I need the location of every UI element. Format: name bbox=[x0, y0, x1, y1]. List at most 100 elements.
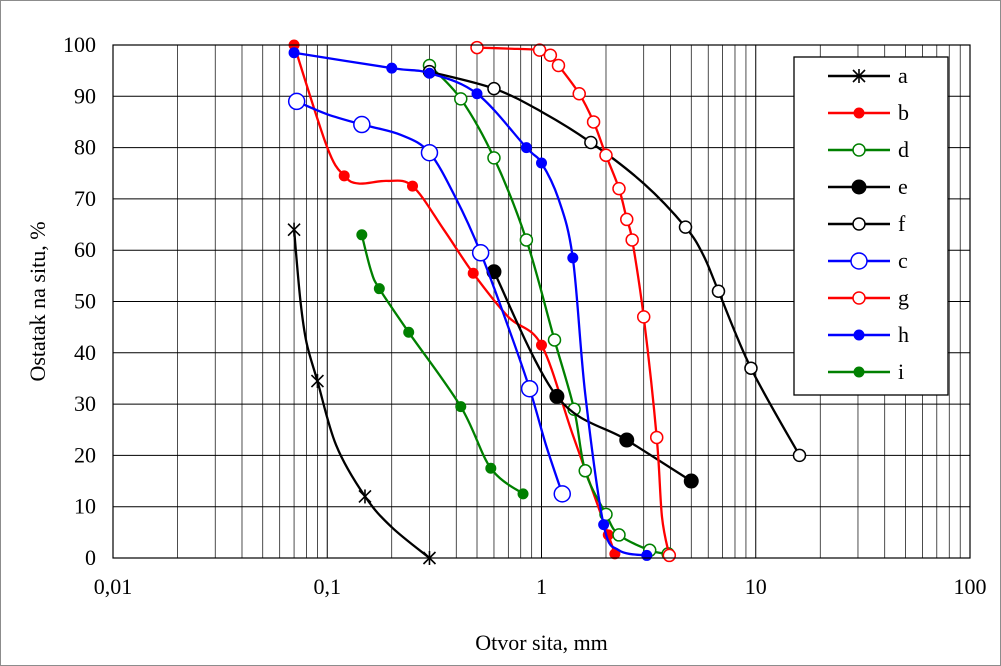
series-f-point bbox=[852, 217, 866, 231]
y-tick-label: 20 bbox=[74, 442, 96, 467]
legend-label: b bbox=[898, 100, 909, 125]
series-g bbox=[470, 40, 677, 563]
y-tick-label: 0 bbox=[85, 545, 96, 570]
series-g-point bbox=[572, 86, 586, 101]
legend-box bbox=[793, 56, 949, 396]
series-f bbox=[422, 64, 807, 463]
series-d-point bbox=[519, 233, 534, 247]
series-d-point bbox=[547, 333, 562, 347]
series-e-point bbox=[683, 473, 699, 489]
series-a-line bbox=[292, 229, 431, 559]
y-tick-labels: 0 10 20 30 40 50 60 70 80 90 100 bbox=[63, 32, 96, 570]
series-g-point bbox=[532, 43, 547, 57]
x-tick-label: 1 bbox=[536, 574, 547, 599]
series-d-point bbox=[852, 143, 866, 157]
legend-label: d bbox=[898, 137, 909, 162]
series-f-line bbox=[429, 70, 801, 456]
legend-item-d: d bbox=[828, 137, 909, 162]
series-h-point bbox=[386, 62, 398, 74]
series-d-point bbox=[578, 464, 592, 478]
series-h-point bbox=[520, 142, 532, 154]
series-d bbox=[422, 58, 675, 561]
x-tick-label: 10 bbox=[745, 574, 767, 599]
series-g-point bbox=[649, 430, 664, 445]
legend-item-i: i bbox=[828, 359, 904, 384]
legend-label: g bbox=[898, 285, 909, 310]
series-d-line bbox=[428, 64, 669, 556]
series-g-point bbox=[620, 212, 634, 227]
legend-label: c bbox=[898, 248, 908, 273]
series-c-point bbox=[520, 379, 539, 398]
x-tick-labels: 0,01 0,1 1 10 100 bbox=[94, 574, 987, 599]
series-c-point bbox=[353, 115, 371, 134]
legend-label: h bbox=[898, 322, 909, 347]
series-f-point bbox=[744, 361, 758, 375]
series-e-point bbox=[851, 179, 867, 195]
series-g-point bbox=[625, 233, 639, 247]
series-i-point bbox=[517, 488, 529, 500]
series-f-point bbox=[584, 135, 598, 150]
series-g-point bbox=[852, 291, 866, 305]
legend-label: i bbox=[898, 359, 904, 384]
y-tick-label: 10 bbox=[74, 494, 96, 519]
series-b-point bbox=[853, 107, 865, 119]
series-h-point bbox=[471, 88, 483, 100]
y-tick-label: 30 bbox=[74, 391, 96, 416]
x-axis-label: Otvor sita, mm bbox=[475, 630, 608, 655]
series-b-point bbox=[536, 339, 547, 351]
series-b-line bbox=[293, 44, 616, 555]
x-tick-label: 100 bbox=[954, 574, 987, 599]
series-h-point bbox=[423, 67, 435, 79]
x-tick-label: 0,1 bbox=[314, 574, 342, 599]
y-tick-label: 60 bbox=[74, 237, 96, 262]
series-g-point bbox=[586, 115, 601, 129]
y-axis-label: Ostatak na situ, % bbox=[25, 221, 50, 381]
series-g-point bbox=[662, 548, 677, 563]
series-a bbox=[287, 222, 437, 565]
legend-item-g: g bbox=[828, 285, 909, 310]
legend-item-c: c bbox=[828, 248, 908, 273]
series-i bbox=[356, 229, 529, 500]
series-g-point bbox=[612, 181, 626, 196]
series-c-point bbox=[287, 92, 306, 111]
series-i-point bbox=[455, 401, 467, 413]
y-tick-label: 100 bbox=[63, 32, 96, 57]
series-g-point bbox=[470, 40, 484, 55]
legend-item-e: e bbox=[828, 174, 908, 199]
series-h-point bbox=[288, 47, 300, 59]
series-f-point bbox=[711, 284, 726, 298]
series-g-point bbox=[551, 58, 566, 73]
series-g-point bbox=[599, 148, 613, 163]
series-f-point bbox=[678, 220, 693, 234]
series-h-point bbox=[598, 519, 610, 531]
y-tick-label: 70 bbox=[74, 186, 96, 211]
series-e-point bbox=[619, 432, 635, 448]
series-e-point bbox=[549, 388, 565, 404]
series-c-line bbox=[296, 100, 564, 495]
y-tick-label: 90 bbox=[74, 83, 96, 108]
series-c bbox=[287, 92, 572, 503]
series-b-point bbox=[407, 180, 419, 192]
y-tick-label: 40 bbox=[74, 340, 96, 365]
series-c-point bbox=[553, 485, 572, 503]
legend-item-b: b bbox=[828, 100, 909, 125]
series-i-point bbox=[356, 229, 368, 241]
series-c-point bbox=[420, 143, 439, 162]
y-tick-label: 80 bbox=[74, 135, 96, 160]
series-h-point bbox=[536, 157, 547, 169]
series-f-point bbox=[792, 448, 807, 463]
legend-item-f: f bbox=[828, 211, 906, 236]
series-g-point bbox=[543, 48, 558, 63]
grid bbox=[113, 45, 970, 558]
series-h-point bbox=[641, 549, 653, 561]
series-b-point bbox=[467, 267, 479, 279]
series-d-point bbox=[487, 151, 501, 165]
legend-item-a: a bbox=[828, 63, 908, 88]
series-g-point bbox=[636, 310, 651, 324]
x-tick-label: 0,01 bbox=[94, 574, 133, 599]
series-b-point bbox=[338, 170, 350, 182]
series-i-point bbox=[853, 366, 865, 378]
y-tick-label: 50 bbox=[74, 289, 96, 314]
data-series bbox=[287, 39, 807, 565]
